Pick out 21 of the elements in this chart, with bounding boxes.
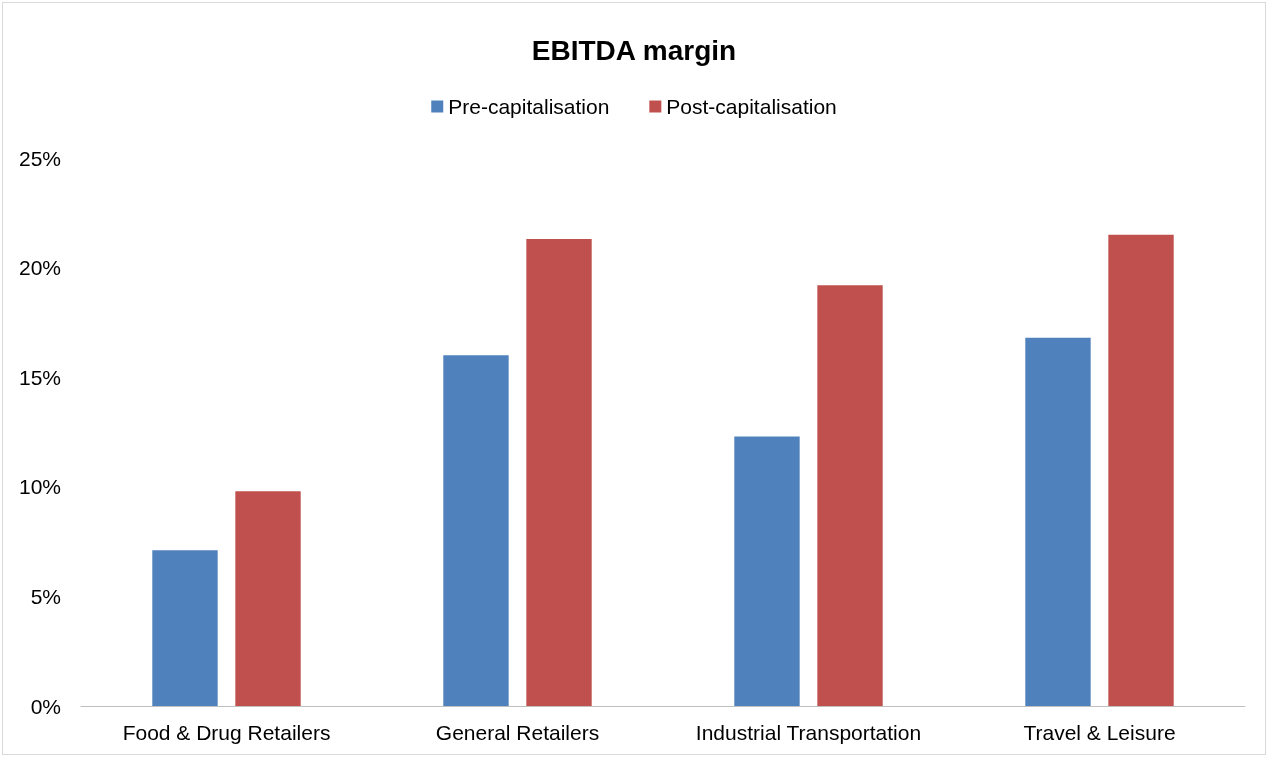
y-tick-label: 0% (30, 694, 61, 718)
y-tick-label: 20% (18, 256, 61, 280)
bar (1108, 234, 1174, 706)
y-tick-label: 5% (30, 584, 61, 608)
y-tick-label: 25% (18, 146, 61, 170)
chart-title: EBITDA margin (531, 34, 737, 66)
x-tick-label: Food & Drug Retailers (122, 721, 331, 744)
x-tick-label: General Retailers (435, 721, 600, 744)
x-tick-label: Industrial Transportation (695, 721, 922, 744)
legend-label: Pre-capitalisation (448, 95, 610, 118)
bar (526, 239, 592, 706)
bar (235, 491, 301, 706)
y-tick-label: 15% (18, 365, 61, 389)
bar (1025, 337, 1091, 706)
x-tick-label: Travel & Leisure (1023, 721, 1176, 744)
bar (817, 285, 883, 706)
legend-label: Post-capitalisation (666, 95, 837, 118)
y-tick-label: 10% (18, 475, 61, 499)
bar (734, 436, 800, 706)
bar (152, 550, 218, 706)
bar (443, 355, 509, 706)
